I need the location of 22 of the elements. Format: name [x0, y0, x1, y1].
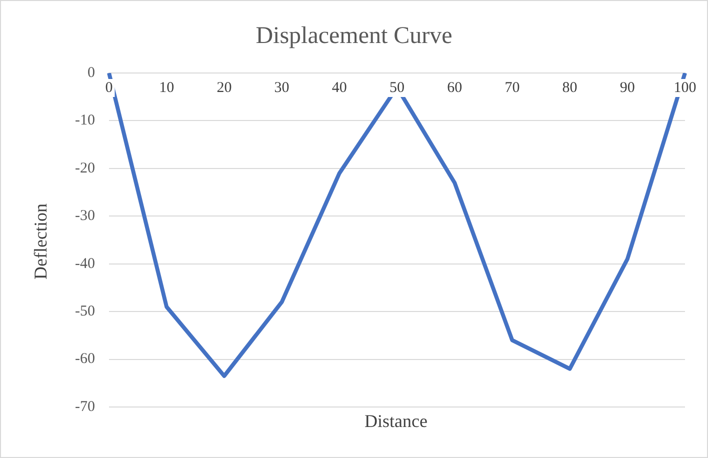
- y-tick-label: 0: [87, 64, 95, 81]
- y-tick-label: -30: [74, 208, 95, 224]
- x-tick-label: 100: [674, 80, 696, 96]
- y-axis-title: Deflection: [30, 202, 52, 282]
- y-tick-label: -40: [74, 256, 95, 272]
- x-tick-label: 80: [562, 80, 578, 96]
- x-axis-title: Distance: [364, 411, 428, 432]
- x-tick-label: 20: [216, 80, 232, 96]
- x-tick-label: 50: [390, 80, 404, 96]
- x-tick-label: 90: [620, 80, 635, 96]
- x-tick-label: 0: [105, 80, 113, 96]
- y-tick-label: -70: [74, 398, 95, 415]
- y-tick-label: -10: [74, 112, 95, 129]
- y-tick-label: -60: [74, 351, 95, 368]
- x-tick-label: 60: [447, 80, 462, 96]
- x-tick-label: 40: [332, 80, 347, 96]
- y-tick-label: -20: [74, 160, 95, 176]
- x-tick-label: 10: [159, 80, 174, 96]
- x-tick-label: 30: [274, 80, 290, 96]
- y-tick-label: -50: [74, 304, 95, 320]
- x-tick-label: 70: [504, 80, 520, 96]
- chart-title: Displacement Curve: [254, 23, 454, 50]
